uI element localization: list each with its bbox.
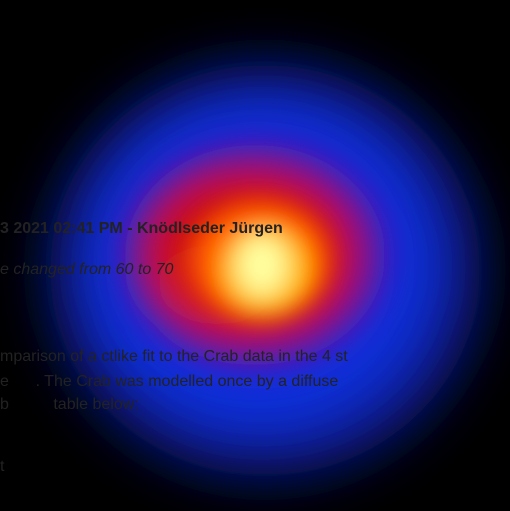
screenshot: 3 2021 02:41 PM - Knödlseder Jürgen e ch…: [0, 0, 510, 511]
journal-header: 3 2021 02:41 PM - Knödlseder Jürgen: [0, 220, 283, 238]
journal-detail: e changed from 60 to 70: [0, 261, 173, 279]
paragraph-line: b table below:: [0, 396, 139, 414]
counts-map: [0, 0, 510, 511]
paragraph-fragment: t: [0, 458, 4, 476]
paragraph-line: mparison of a ctlike fit to the Crab dat…: [0, 348, 348, 366]
paragraph-line: e . The Crab was modelled once by a diff…: [0, 373, 338, 391]
